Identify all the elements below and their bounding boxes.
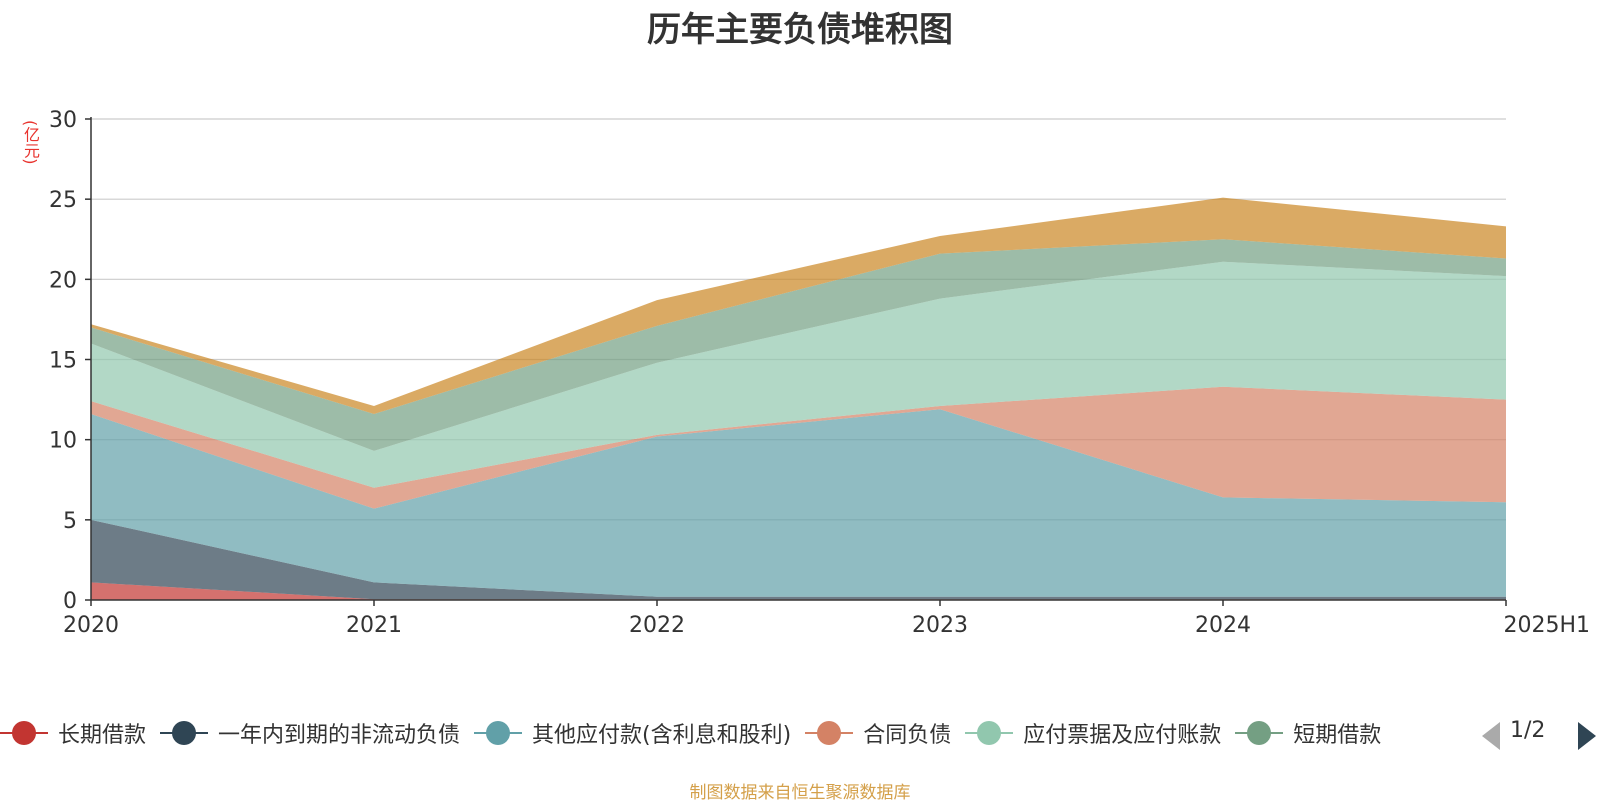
legend-item[interactable]: 长期借款 bbox=[0, 716, 146, 750]
legend-page-indicator: 1/2 bbox=[1510, 718, 1546, 743]
y-tick-label: 15 bbox=[49, 349, 77, 374]
x-tick-label: 2020 bbox=[63, 613, 119, 638]
y-tick-label: 20 bbox=[49, 268, 77, 293]
legend-prev-page-button[interactable] bbox=[1482, 722, 1500, 750]
legend-label: 短期借款 bbox=[1293, 723, 1382, 748]
y-axis-unit: (亿元) bbox=[21, 120, 40, 165]
legend-next-page-button[interactable] bbox=[1578, 722, 1596, 750]
area-series-3[interactable] bbox=[91, 409, 1506, 597]
legend-item[interactable]: 一年内到期的非流动负债 bbox=[160, 716, 460, 750]
legend-item[interactable]: 应付票据及应付账款 bbox=[965, 716, 1221, 750]
y-tick-label: 25 bbox=[49, 188, 77, 213]
area-series-6[interactable] bbox=[91, 239, 1506, 451]
area-series-4[interactable] bbox=[91, 386, 1506, 509]
legend-label: 一年内到期的非流动负债 bbox=[218, 723, 461, 748]
y-tick-label: 5 bbox=[63, 509, 77, 534]
legend-marker-icon bbox=[0, 721, 48, 745]
legend-label: 长期借款 bbox=[58, 723, 147, 748]
stacked-area-chart: 0 5 10 15 20 25 30 2020 2021 2022 2023 2024 2025H1 bbox=[49, 108, 1590, 638]
legend-item[interactable]: 短期借款 bbox=[1235, 716, 1381, 750]
x-tick-label: 2023 bbox=[912, 613, 968, 638]
y-tick-label: 0 bbox=[63, 589, 77, 614]
x-tick-label: 2021 bbox=[346, 613, 402, 638]
chart-title: 历年主要负债堆积图 bbox=[647, 10, 953, 50]
legend-marker-icon bbox=[1235, 721, 1284, 745]
legend-marker-icon bbox=[160, 721, 209, 745]
legend-pager: 1/2 bbox=[1482, 718, 1600, 752]
legend-marker-icon bbox=[965, 721, 1014, 745]
legend: 长期借款 一年内到期的非流动负债 其他应付款(含利息和股利) 合同负债 应付票据及应付账… bbox=[0, 716, 1480, 750]
area-series-7[interactable] bbox=[91, 197, 1506, 415]
axes: 0 5 10 15 20 25 30 2020 2021 2022 2023 2024 2025H1 bbox=[49, 108, 1590, 638]
legend-label: 其他应付款(含利息和股利) bbox=[532, 723, 792, 748]
legend-item[interactable]: 合同负债 bbox=[805, 716, 951, 750]
legend-label: 应付票据及应付账款 bbox=[1023, 723, 1222, 748]
y-tick-label: 30 bbox=[49, 108, 77, 133]
data-source-note: 制图数据来自恒生聚源数据库 bbox=[689, 783, 911, 803]
x-tick-label: 2025H1 bbox=[1503, 613, 1590, 638]
legend-item[interactable]: 其他应付款(含利息和股利) bbox=[474, 716, 791, 750]
legend-label: 合同负债 bbox=[863, 723, 952, 748]
x-tick-label: 2024 bbox=[1195, 613, 1251, 638]
x-tick-label: 2022 bbox=[629, 613, 685, 638]
legend-marker-icon bbox=[474, 721, 523, 745]
y-tick-label: 10 bbox=[49, 429, 77, 454]
area-series-5[interactable] bbox=[91, 261, 1506, 488]
legend-marker-icon bbox=[805, 721, 854, 745]
area-series bbox=[91, 197, 1506, 600]
area-series-1[interactable] bbox=[91, 582, 1506, 600]
